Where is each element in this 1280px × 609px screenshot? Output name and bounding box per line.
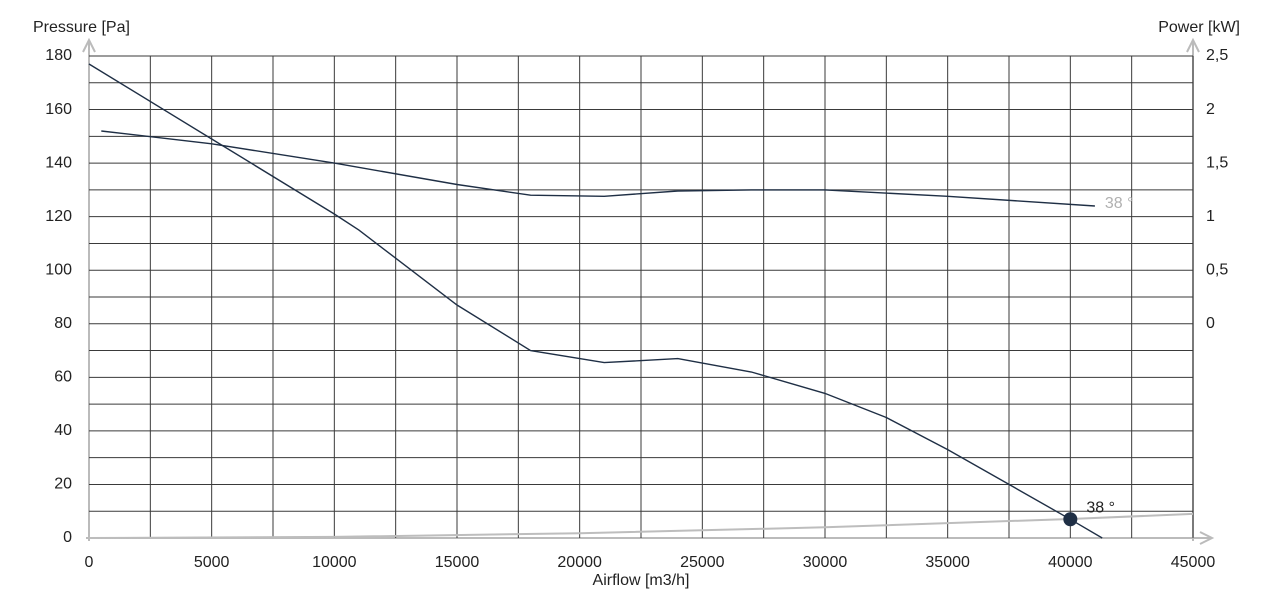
x-tick-label: 25000 xyxy=(680,554,725,571)
y2-tick-label: 1,5 xyxy=(1206,154,1228,171)
x-tick-label: 40000 xyxy=(1048,554,1093,571)
x-tick-label: 20000 xyxy=(557,554,602,571)
point-label: 38 ° xyxy=(1086,499,1115,516)
x-tick-label: 0 xyxy=(85,554,94,571)
x-axis-title: Airflow [m3/h] xyxy=(593,572,690,589)
y-axis-title: Pressure [Pa] xyxy=(33,19,130,36)
x-tick-label: 10000 xyxy=(312,554,357,571)
x-tick-label: 35000 xyxy=(925,554,970,571)
x-tick-label: 5000 xyxy=(194,554,230,571)
y-tick-label: 100 xyxy=(45,261,72,278)
y2-tick-label: 0 xyxy=(1206,315,1215,332)
y-tick-label: 180 xyxy=(45,47,72,64)
y2-tick-label: 2 xyxy=(1206,101,1215,118)
y-tick-label: 0 xyxy=(63,529,72,546)
y2-tick-label: 2,5 xyxy=(1206,47,1228,64)
y-tick-label: 20 xyxy=(54,476,72,493)
y-axis-arrow xyxy=(82,37,96,541)
y-tick-label: 40 xyxy=(54,422,72,439)
y2-axis-title: Power [kW] xyxy=(1158,19,1240,36)
x-tick-label: 30000 xyxy=(803,554,848,571)
y-tick-label: 140 xyxy=(45,154,72,171)
series-line xyxy=(88,512,1194,539)
y-tick-label: 160 xyxy=(45,101,72,118)
x-tick-label: 15000 xyxy=(435,554,480,571)
y2-tick-label: 0,5 xyxy=(1206,261,1228,278)
y-tick-label: 60 xyxy=(54,369,72,386)
series-line xyxy=(101,130,1095,207)
series-label: 38 ° xyxy=(1105,195,1134,212)
series-line xyxy=(88,63,1103,539)
y-tick-label: 80 xyxy=(54,315,72,332)
y-tick-label: 120 xyxy=(45,208,72,225)
x-tick-label: 45000 xyxy=(1171,554,1216,571)
y2-tick-label: 1 xyxy=(1206,208,1215,225)
operating-point xyxy=(1063,512,1078,527)
